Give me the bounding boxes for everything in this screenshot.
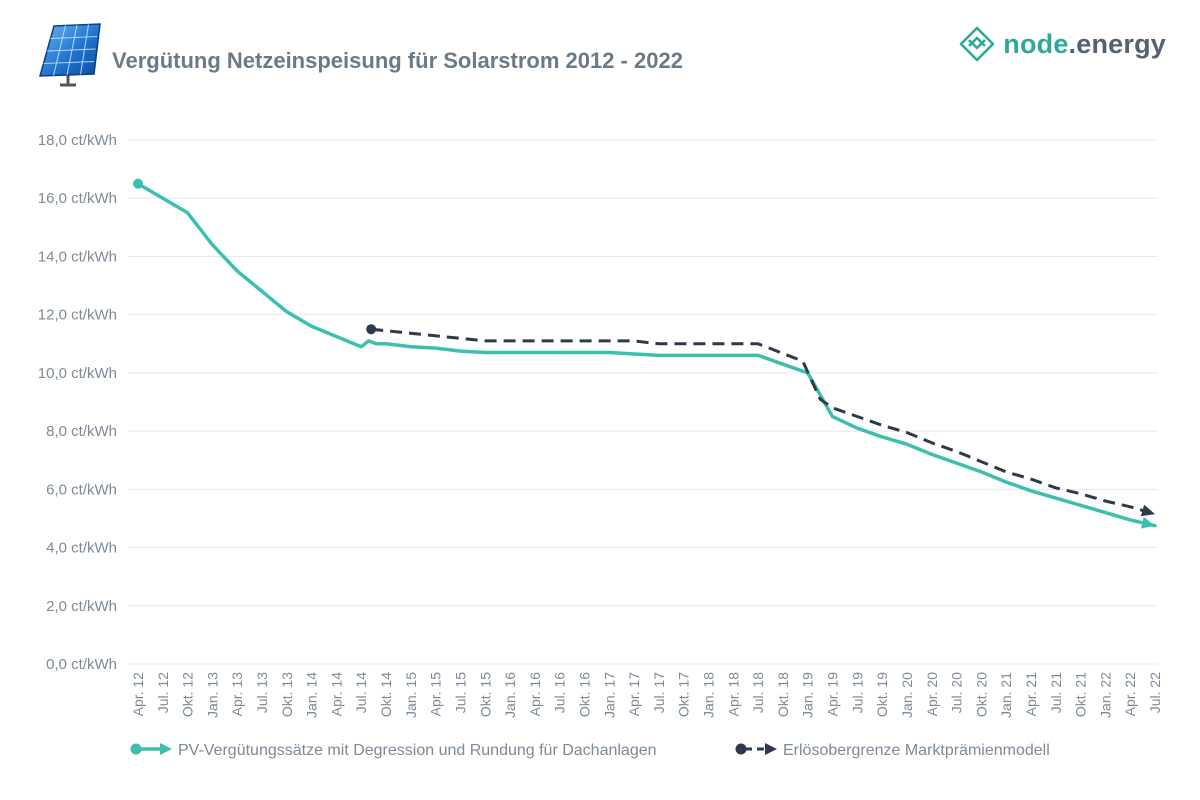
x-tick-label: Okt. 18 — [775, 672, 791, 717]
y-tick-label: 16,0 ct/kWh — [38, 190, 117, 207]
brand-name-energy: .energy — [1068, 28, 1166, 59]
legend-marker — [735, 743, 747, 755]
x-tick-label: Jan. 22 — [1097, 672, 1113, 718]
x-tick-label: Jan. 21 — [998, 672, 1014, 718]
x-tick-label: Okt. 19 — [874, 672, 890, 717]
x-tick-label: Apr. 22 — [1122, 672, 1138, 717]
legend-arrow — [765, 743, 777, 755]
x-tick-label: Jan. 16 — [502, 672, 518, 718]
brand-name-node: node — [1003, 28, 1069, 59]
x-tick-label: Jul. 16 — [552, 672, 568, 713]
legend-item-pv: PV-Vergütungssätze mit Degression und Ru… — [130, 742, 657, 759]
x-tick-label: Jan. 15 — [403, 672, 419, 718]
legend-item-markt: Erlösobergrenze Marktprämienmodell — [735, 742, 1050, 759]
x-tick-label: Jul. 18 — [750, 672, 766, 713]
y-tick-label: 12,0 ct/kWh — [38, 307, 117, 324]
x-tick-label: Okt. 17 — [676, 672, 692, 717]
header: Vergütung Netzeinspeisung für Solarstrom… — [0, 0, 1200, 110]
y-tick-label: 14,0 ct/kWh — [38, 248, 117, 265]
x-tick-label: Apr. 17 — [626, 672, 642, 717]
x-tick-label: Jul. 17 — [651, 672, 667, 713]
solar-panel-icon — [39, 23, 101, 87]
node-energy-logo-icon — [959, 26, 995, 62]
legend-label: PV-Vergütungssätze mit Degression und Ru… — [178, 742, 657, 759]
x-tick-label: Apr. 20 — [924, 672, 940, 717]
y-tick-label: 6,0 ct/kWh — [46, 481, 117, 498]
x-tick-label: Apr. 14 — [328, 672, 344, 717]
x-tick-label: Okt. 16 — [576, 672, 592, 717]
x-tick-label: Apr. 19 — [825, 672, 841, 717]
x-tick-label: Jan. 14 — [304, 672, 320, 718]
x-tick-label: Jan. 20 — [899, 672, 915, 718]
x-tick-label: Jul. 21 — [1048, 672, 1064, 713]
x-tick-label: Okt. 12 — [180, 672, 196, 717]
x-tick-label: Jan. 17 — [601, 672, 617, 718]
series-line-markt — [371, 327, 1156, 516]
legend: PV-Vergütungssätze mit Degression und Ru… — [130, 742, 1050, 759]
x-tick-label: Jan. 19 — [800, 672, 816, 718]
brand-logo: node.energy — [959, 24, 1166, 64]
x-tick-label: Okt. 14 — [378, 672, 394, 717]
x-tick-label: Okt. 20 — [973, 672, 989, 717]
x-axis-tick-labels: Apr. 12 Jul. 12 Okt. 12 Jan. 13 Apr. 13 Jul. … — [130, 672, 1163, 718]
series-lines — [133, 178, 1157, 529]
y-tick-label: 4,0 ct/kWh — [46, 540, 117, 557]
x-tick-label: Jan. 13 — [204, 672, 220, 718]
series-start-marker — [366, 324, 377, 335]
x-tick-label: Okt. 15 — [477, 672, 493, 717]
legend-marker — [130, 743, 142, 755]
x-tick-label: Jul. 14 — [353, 672, 369, 713]
x-tick-label: Jul. 15 — [452, 672, 468, 713]
x-tick-label: Apr. 12 — [130, 672, 146, 717]
series-start-marker — [133, 178, 143, 189]
x-tick-label: Jul. 19 — [849, 672, 865, 713]
x-tick-label: Apr. 16 — [527, 672, 543, 717]
x-tick-label: Okt. 13 — [279, 672, 295, 717]
x-tick-label: Apr. 13 — [229, 672, 245, 717]
line-chart: 0,0 ct/kWh 2,0 ct/kWh 4,0 ct/kWh 6,0 ct/kWh… — [38, 132, 1163, 759]
x-tick-label: Jul. 13 — [254, 672, 270, 713]
legend-label: Erlösobergrenze Marktprämienmodell — [783, 742, 1050, 759]
x-tick-label: Jul. 22 — [1147, 672, 1163, 713]
y-tick-label: 0,0 ct/kWh — [46, 656, 117, 673]
x-tick-label: Apr. 18 — [725, 672, 741, 717]
x-tick-label: Jul. 12 — [155, 672, 171, 713]
chart-title: Vergütung Netzeinspeisung für Solarstrom… — [112, 48, 683, 73]
y-tick-label: 10,0 ct/kWh — [38, 365, 117, 382]
y-tick-label: 8,0 ct/kWh — [46, 423, 117, 440]
y-tick-label: 18,0 ct/kWh — [38, 132, 117, 149]
x-tick-label: Apr. 21 — [1023, 672, 1039, 717]
series-line-pv — [136, 181, 1157, 528]
grid-lines — [128, 139, 1158, 665]
x-tick-label: Okt. 21 — [1073, 672, 1089, 717]
x-tick-label: Jul. 20 — [949, 672, 965, 713]
x-tick-label: Jan. 18 — [701, 672, 717, 718]
y-axis-tick-labels: 0,0 ct/kWh 2,0 ct/kWh 4,0 ct/kWh 6,0 ct/kWh… — [38, 132, 117, 673]
legend-arrow — [160, 743, 172, 755]
x-tick-label: Apr. 15 — [428, 672, 444, 717]
series-end-arrow — [1140, 504, 1155, 517]
y-tick-label: 2,0 ct/kWh — [46, 598, 117, 615]
series-end-arrow — [1141, 516, 1155, 529]
